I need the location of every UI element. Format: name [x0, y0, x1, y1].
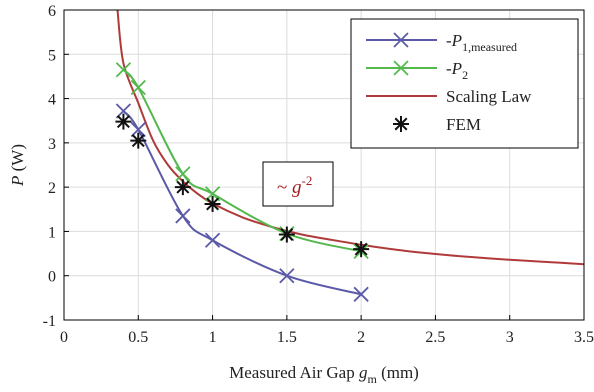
y-tick-label: 2	[48, 180, 56, 197]
legend-swatch-marker	[393, 116, 409, 132]
y-axis-label-var: P	[8, 176, 27, 187]
data-point-p2	[130, 79, 146, 96]
data-point-p2-stroke	[115, 62, 132, 78]
x-axis-label-subscript: m	[367, 372, 377, 386]
data-point-fem	[130, 132, 147, 149]
data-point-fem	[174, 179, 191, 196]
y-tick-label: 1	[48, 224, 56, 241]
data-point-p2-stroke	[130, 79, 146, 96]
legend-item-p1-measured: -P1,measured	[366, 31, 517, 54]
legend-label-var: P	[451, 59, 462, 78]
x-tick-label: 2.5	[425, 329, 445, 346]
data-point-fem-stroke	[280, 228, 294, 241]
x-axis-label-suffix: (mm)	[377, 363, 419, 382]
data-point-fem-stroke	[354, 242, 368, 256]
x-tick-label: 0	[60, 329, 68, 346]
data-point-fem	[353, 241, 370, 258]
x-tick-label: 3.5	[574, 329, 594, 346]
x-axis-label: Measured Air Gap gm (mm)	[229, 363, 419, 386]
y-tick-label: 3	[48, 136, 56, 153]
legend-label-subscript: 2	[462, 68, 468, 82]
legend-label-var: P	[451, 31, 462, 50]
legend-label: Scaling Law	[446, 87, 532, 106]
data-point-fem-stroke	[176, 180, 190, 194]
legend-label: -P2	[446, 59, 468, 82]
annotation-base: ~ g	[277, 177, 302, 198]
data-point-p1-measured	[175, 208, 191, 224]
x-tick-label: 2	[357, 329, 365, 346]
data-point-p1-measured-stroke	[204, 232, 221, 248]
legend-item-scaling-law: Scaling Law	[366, 87, 532, 106]
data-point-p2-stroke	[175, 166, 191, 182]
series-layer	[115, 10, 584, 302]
x-axis-label-prefix: Measured Air Gap	[229, 363, 359, 382]
data-point-p1-measured	[204, 232, 221, 248]
annotation: ~ g-2	[262, 161, 334, 207]
y-tick-label: -1	[43, 313, 56, 330]
legend-label: FEM	[446, 115, 481, 134]
data-point-p1-measured	[279, 268, 295, 284]
data-point-fem	[204, 195, 221, 212]
data-point-fem	[278, 226, 295, 243]
data-point-fem-stroke	[116, 115, 130, 129]
annotation-tilde: ~	[277, 177, 292, 198]
legend-label-prefix: -	[446, 31, 452, 50]
x-tick-label: 1.5	[277, 329, 297, 346]
y-axis-label-suffix: (W)	[8, 144, 27, 176]
plot-frame	[63, 9, 585, 321]
legend-swatch-marker	[393, 32, 409, 48]
annotation-box	[262, 161, 334, 207]
legend-item-p2: -P2	[366, 59, 468, 82]
data-point-p1-measured	[353, 286, 369, 302]
legend-item-fem: FEM	[393, 115, 481, 134]
data-point-p1-measured-stroke	[279, 268, 295, 284]
data-point-p2	[175, 166, 191, 182]
data-point-p1-measured-stroke	[175, 208, 191, 224]
data-point-p1-measured-stroke	[353, 286, 369, 302]
legend-swatch-marker-stroke	[393, 60, 409, 76]
x-tick-label: 0.5	[128, 329, 148, 346]
y-tick-label: 0	[48, 269, 56, 286]
x-axis-label-var: g	[359, 363, 368, 382]
data-point-p2	[115, 62, 132, 78]
legend-label-prefix: -	[446, 59, 452, 78]
y-axis-label: P (W)	[8, 144, 27, 187]
x-tick-label: 1	[209, 329, 217, 346]
legend-swatch-marker-stroke	[394, 117, 408, 131]
legend-swatch-marker	[393, 60, 409, 76]
legend-swatch-marker-stroke	[393, 32, 409, 48]
annotation-exponent: -2	[302, 173, 313, 188]
legend-label: -P1,measured	[446, 31, 517, 54]
data-point-fem-stroke	[131, 134, 145, 148]
annotation-var: g	[292, 177, 302, 198]
x-tick-label: 3	[506, 329, 514, 346]
y-tick-label: 4	[48, 92, 56, 109]
data-point-fem	[115, 113, 132, 130]
data-point-p1-measured-stroke	[130, 121, 146, 138]
y-tick-label: 6	[48, 3, 56, 20]
data-point-fem-stroke	[206, 197, 220, 211]
y-tick-label: 5	[48, 47, 56, 64]
data-point-p1-measured	[130, 121, 146, 138]
annotation-text: ~ g-2	[277, 173, 312, 198]
legend-label-subscript: 1,measured	[462, 40, 517, 54]
